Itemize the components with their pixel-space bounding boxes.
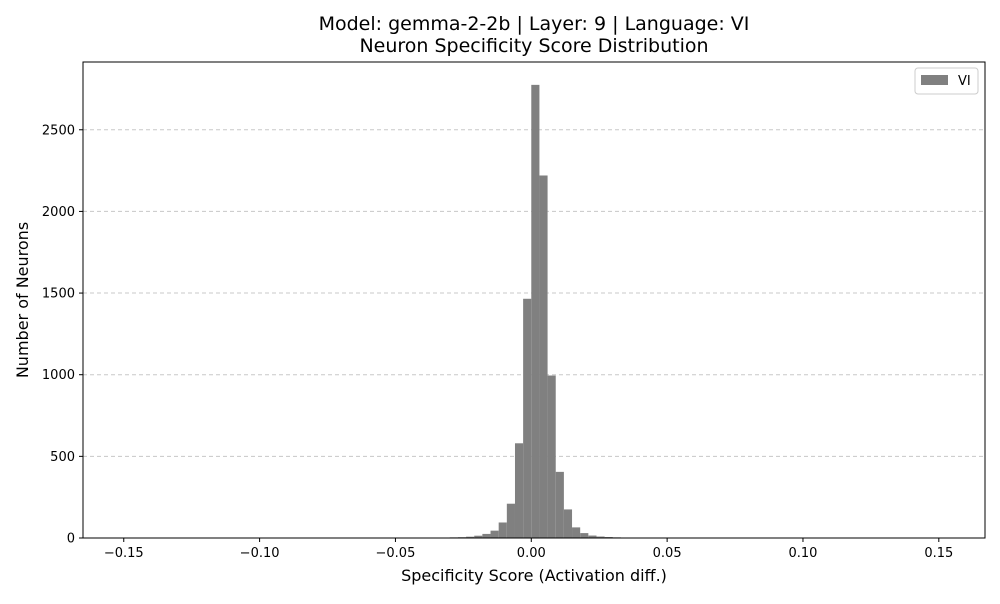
x-tick-label: 0.10 (788, 546, 817, 561)
legend-swatch (921, 75, 948, 85)
x-tick-label: −0.10 (240, 546, 280, 561)
x-tick-label: −0.05 (376, 546, 416, 561)
x-tick-label: 0.00 (517, 546, 546, 561)
legend: VI (915, 68, 978, 94)
histogram-bar (482, 534, 490, 538)
histogram-bars (401, 85, 629, 538)
histogram-bar (515, 443, 523, 538)
x-tick-label: 0.15 (924, 546, 953, 561)
histogram-bar (507, 504, 515, 538)
y-axis-label: Number of Neurons (13, 222, 32, 378)
histogram-bar (548, 376, 556, 538)
histogram-bar (572, 527, 580, 538)
y-axis: 0 500 1000 1500 2000 2500 (42, 123, 83, 546)
y-tick-label: 1000 (42, 368, 75, 383)
y-tick-label: 1500 (42, 287, 75, 302)
x-axis: −0.15 −0.10 −0.05 0.00 0.05 0.10 0.15 (104, 538, 953, 561)
y-tick-label: 2000 (42, 205, 75, 220)
histogram-bar (523, 299, 531, 538)
histogram-bar (499, 522, 507, 538)
histogram-bar (531, 85, 539, 538)
y-tick-label: 0 (67, 532, 75, 547)
histogram-bar (564, 509, 572, 538)
x-axis-label: Specificity Score (Activation diff.) (401, 566, 667, 585)
chart-subtitle: Neuron Specificity Score Distribution (359, 35, 708, 57)
x-tick-label: 0.05 (653, 546, 682, 561)
legend-label: VI (958, 74, 971, 89)
chart-title: Model: gemma-2-2b | Layer: 9 | Language:… (319, 13, 750, 35)
histogram-bar (491, 531, 499, 538)
histogram-bar (580, 533, 588, 538)
y-tick-label: 500 (50, 450, 75, 465)
x-tick-label: −0.15 (104, 546, 144, 561)
histogram-bar (556, 472, 564, 538)
histogram-bar (539, 175, 547, 538)
y-tick-label: 2500 (42, 123, 75, 138)
